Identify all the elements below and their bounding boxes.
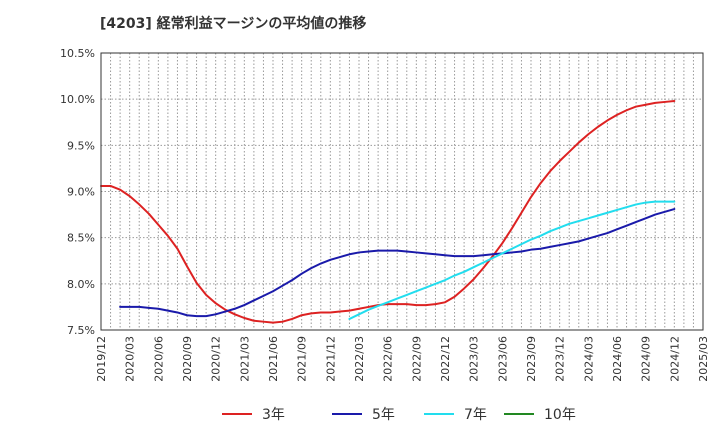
legend-label: 7年 [464,407,487,423]
plot-area: 7.5% 8.0% 8.5% 9.0% 9.5% 10.0% 10.5% 2019/12 202… [60,47,710,382]
x-tick-label: 2021/09 [296,336,309,382]
series-line-3年 [100,100,676,324]
x-tick-label: 2021/12 [324,336,337,382]
x-tick-label: 2021/06 [267,336,280,382]
y-tick-label: 8.0% [67,278,95,291]
series-line-7年 [348,200,676,320]
plot-border [100,52,704,331]
y-tick-label: 10.5% [60,47,95,60]
legend-label: 10年 [544,407,576,423]
x-tick-label: 2022/03 [353,336,366,382]
y-tick-label: 9.5% [67,139,95,152]
x-tick-label: 2023/09 [525,336,538,382]
series-line-5年 [119,208,676,318]
x-tick-label: 2023/12 [554,336,567,382]
x-tick-label: 2019/12 [95,336,108,382]
x-tick-label: 2022/09 [410,336,423,382]
x-tick-label: 2024/03 [582,336,595,382]
x-tick-label: 2021/03 [238,336,251,382]
legend-label: 3年 [262,407,285,423]
y-tick-label: 10.0% [60,93,95,106]
x-tick-label: 2023/03 [468,336,481,382]
x-tick-label: 2025/03 [697,336,710,382]
x-tick-label: 2024/09 [640,336,653,382]
legend: 3年 5年 7年 10年 [222,407,576,423]
y-tick-label: 7.5% [67,324,95,337]
x-tick-label: 2022/06 [382,336,395,382]
x-tick-label: 2022/12 [439,336,452,382]
x-tick-label: 2020/03 [124,336,137,382]
y-tick-label: 8.5% [67,232,95,245]
x-tick-label: 2024/06 [611,336,624,382]
legend-label: 5年 [372,407,395,423]
chart-title: [4203] 経常利益マージンの平均値の推移 [100,15,366,32]
y-tick-label: 9.0% [67,186,95,199]
x-tick-label: 2020/06 [152,336,165,382]
x-tick-label: 2020/09 [181,336,194,382]
x-tick-label: 2023/06 [496,336,509,382]
x-tick-label: 2020/12 [210,336,223,382]
x-tick-label: 2024/12 [668,336,681,382]
